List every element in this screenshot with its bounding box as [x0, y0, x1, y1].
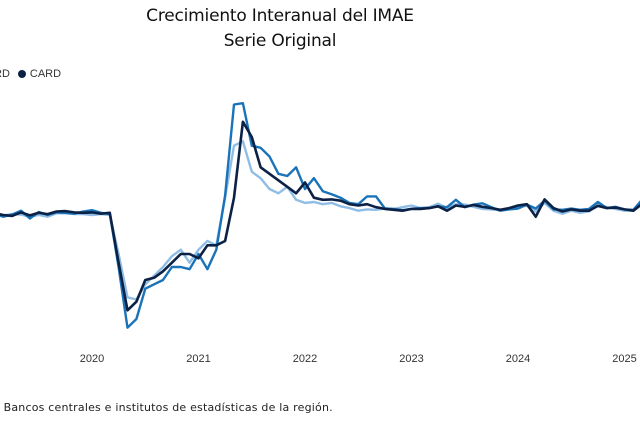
x-tick-label: 2020: [80, 353, 104, 365]
legend-dot-icon: [17, 70, 26, 78]
x-axis-ticks: 2020 2021 2022 2023 2024 2025: [80, 353, 637, 365]
series-line-serie-3: [0, 140, 640, 301]
legend: RD CARD: [0, 68, 61, 80]
legend-item-partial-label[interactable]: RD: [0, 68, 10, 80]
source-note: : Bancos centrales e institutos de estad…: [0, 401, 333, 414]
series-layer: [0, 101, 640, 329]
x-tick-label: 2023: [399, 353, 423, 365]
chart-title: Crecimiento Interanual del IMAE: [146, 6, 414, 26]
x-tick-label: 2021: [186, 353, 210, 365]
x-tick-label: 2025: [612, 353, 636, 365]
series-line-card: [0, 120, 640, 312]
x-tick-label: 2024: [506, 353, 530, 365]
x-tick-label: 2022: [293, 353, 317, 365]
chart-subtitle: Serie Original: [223, 31, 337, 51]
legend-item-card-label[interactable]: CARD: [29, 68, 62, 80]
